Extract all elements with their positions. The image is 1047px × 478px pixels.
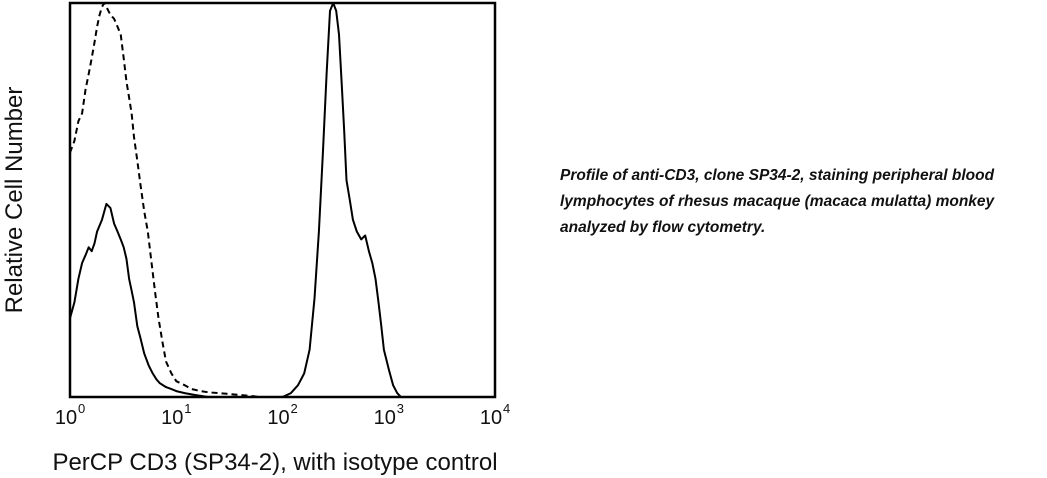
x-tick-label: 10: [55, 407, 77, 429]
x-tick-label: 10: [161, 407, 183, 429]
x-tick-label: 10: [267, 407, 289, 429]
cd3-histogram-2: [282, 2, 402, 398]
x-tick-label: 10: [480, 407, 502, 429]
series-layer: [69, 2, 402, 398]
y-axis-label: Relative Cell Number: [1, 87, 28, 314]
x-tick-exponent: 4: [503, 401, 510, 416]
plot-frame: [68, 1, 497, 399]
isotype-control-histogram-0: [69, 2, 260, 398]
x-tick-exponent: 2: [291, 401, 298, 416]
cd3-histogram-1: [69, 202, 209, 398]
x-tick-label: 10: [374, 407, 396, 429]
x-tick-exponent: 0: [78, 401, 85, 416]
figure-caption: Profile of anti-CD3, clone SP34-2, stain…: [560, 167, 995, 236]
x-axis-label: PerCP CD3 (SP34-2), with isotype control: [52, 449, 497, 476]
x-tick-exponent: 3: [397, 401, 404, 416]
x-tick-exponent: 1: [184, 401, 191, 416]
x-tick-labels: 10 0 10 1 10 2 10 3 10 4: [55, 401, 510, 429]
